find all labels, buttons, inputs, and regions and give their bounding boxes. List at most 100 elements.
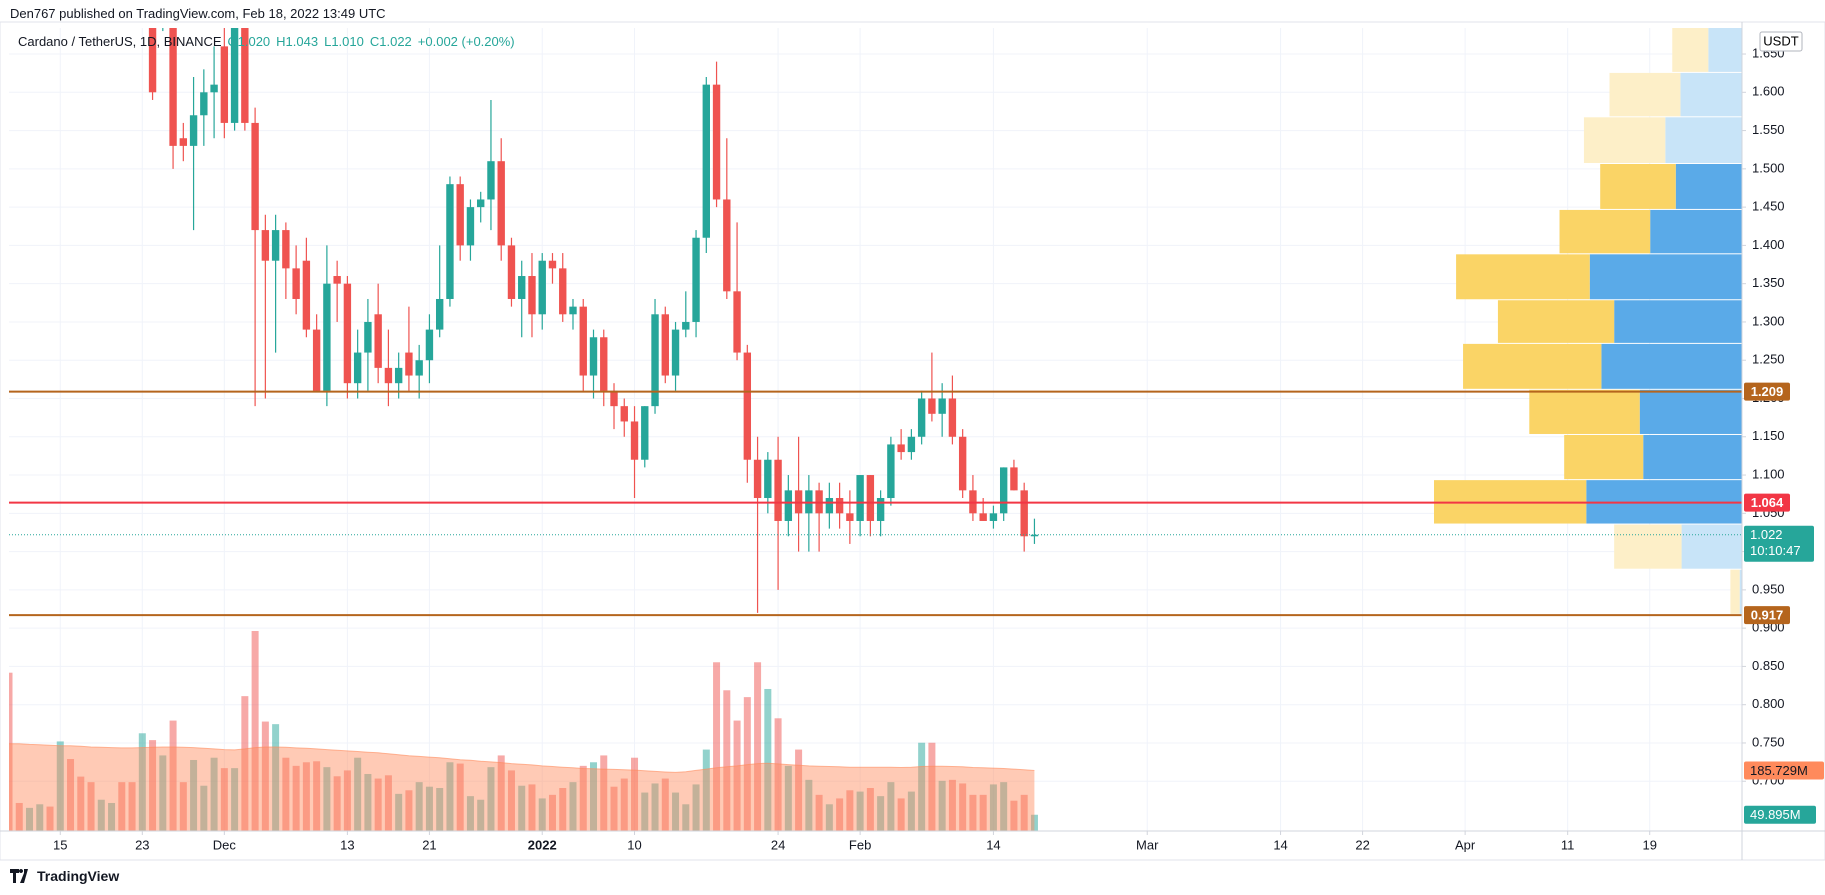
legend-close: C1.022 xyxy=(369,34,412,49)
brand-name: TradingView xyxy=(37,868,120,884)
volume-bar xyxy=(26,807,34,831)
footer: TradingView xyxy=(10,868,119,884)
profile-up-bar xyxy=(1681,524,1742,569)
axes: 0.7000.7500.8000.8500.9000.9501.0001.050… xyxy=(53,45,1824,852)
volume-bar xyxy=(733,720,741,831)
x-tick-label: 23 xyxy=(135,837,149,852)
volume-bar xyxy=(36,804,44,831)
profile-down-bar xyxy=(1614,524,1682,569)
last-price-label: 1.022 xyxy=(1750,527,1783,542)
symbol-title: Cardano / TetherUS, 1D, BINANCE xyxy=(18,34,222,49)
candle-body xyxy=(559,268,567,315)
volume-bar xyxy=(477,799,485,831)
x-tick-label: Dec xyxy=(213,837,237,852)
x-tick-label: 14 xyxy=(986,837,1000,852)
candle-body xyxy=(477,199,485,208)
volume-bar xyxy=(282,757,290,831)
candle-body xyxy=(384,367,393,384)
candle-body xyxy=(702,84,710,238)
candle-body xyxy=(169,28,177,146)
candle-body xyxy=(723,199,731,292)
x-tick-label: Feb xyxy=(849,837,871,852)
candle-body xyxy=(958,436,967,491)
volume-bar xyxy=(272,724,280,831)
candle-body xyxy=(446,184,454,299)
volume-bar xyxy=(138,733,146,831)
profile-up-bar xyxy=(1601,343,1742,389)
volume-bar xyxy=(456,763,464,831)
candle-body xyxy=(733,291,741,353)
profile-down-bar xyxy=(1529,389,1640,434)
candle-body xyxy=(753,459,762,499)
candle-body xyxy=(579,306,587,376)
volume-bar xyxy=(856,791,864,831)
volume-bar xyxy=(528,784,536,831)
volume-bar xyxy=(87,782,95,831)
candle-body xyxy=(518,276,526,299)
brand-logo-shape xyxy=(10,869,28,883)
volume-bar xyxy=(179,782,187,831)
candle-body xyxy=(507,245,516,299)
volume-bar xyxy=(795,749,803,831)
currency-box xyxy=(1759,31,1803,52)
volume-bar xyxy=(1030,814,1038,831)
candle-body xyxy=(876,498,885,521)
volume-bar xyxy=(56,741,64,831)
candle-body xyxy=(712,84,721,200)
candle-body xyxy=(764,459,772,499)
volume-bar xyxy=(77,776,85,831)
x-tick-label: 11 xyxy=(1561,837,1575,852)
volume-bar xyxy=(128,782,136,831)
candle-body xyxy=(230,28,239,123)
volume-bar xyxy=(692,784,700,831)
y-tick-label: 1.150 xyxy=(1752,428,1785,443)
candle-body xyxy=(835,498,844,514)
volume-bar xyxy=(948,779,956,831)
volume-bar xyxy=(702,749,710,831)
volume-bar xyxy=(774,718,782,831)
volume-ma-area xyxy=(9,743,1035,831)
profile-down-bar xyxy=(1497,300,1615,343)
candle-body xyxy=(456,184,464,246)
profile-down-bar xyxy=(1583,117,1666,163)
candle-body xyxy=(241,28,249,123)
y-tick-label: 1.600 xyxy=(1752,84,1785,99)
candle-body xyxy=(856,475,864,521)
volume-bar xyxy=(333,776,341,831)
volume-bar xyxy=(241,696,249,831)
candle-body xyxy=(641,406,649,460)
candle-body xyxy=(282,230,290,269)
profile-up-bar xyxy=(1739,569,1742,614)
profile-down-bar xyxy=(1456,254,1590,300)
volume-bar xyxy=(825,804,833,831)
volume-bar xyxy=(15,802,23,831)
profile-up-bar xyxy=(1708,28,1742,72)
profile-down-bar xyxy=(1672,28,1709,72)
candle-body xyxy=(353,352,362,384)
candle-body xyxy=(671,329,680,376)
volume-bar xyxy=(67,759,75,831)
y-tick-label: 1.500 xyxy=(1752,160,1785,175)
volume-ma-label-bg xyxy=(1744,761,1824,780)
candle-body xyxy=(682,321,690,330)
volume-bar xyxy=(579,765,587,831)
candle-body xyxy=(661,314,669,376)
volume-bar xyxy=(866,788,874,831)
volume-last-label-bg xyxy=(1744,805,1816,824)
candle-body xyxy=(528,276,536,315)
volume-bar xyxy=(220,768,228,831)
volume-bar xyxy=(723,690,731,831)
candle-body xyxy=(1020,490,1028,537)
y-tick-label: 1.250 xyxy=(1752,352,1785,367)
y-tick-label: 0.800 xyxy=(1752,696,1785,711)
candle-body xyxy=(251,122,259,231)
volume-bar xyxy=(292,765,300,831)
volume-ma-line xyxy=(9,743,1035,773)
y-tick-label: 1.300 xyxy=(1752,313,1785,328)
volume-bar xyxy=(436,788,444,831)
volume-bar xyxy=(251,631,259,831)
volume-bar xyxy=(118,782,126,831)
volume-bar xyxy=(979,794,987,831)
candle-body xyxy=(989,513,998,521)
